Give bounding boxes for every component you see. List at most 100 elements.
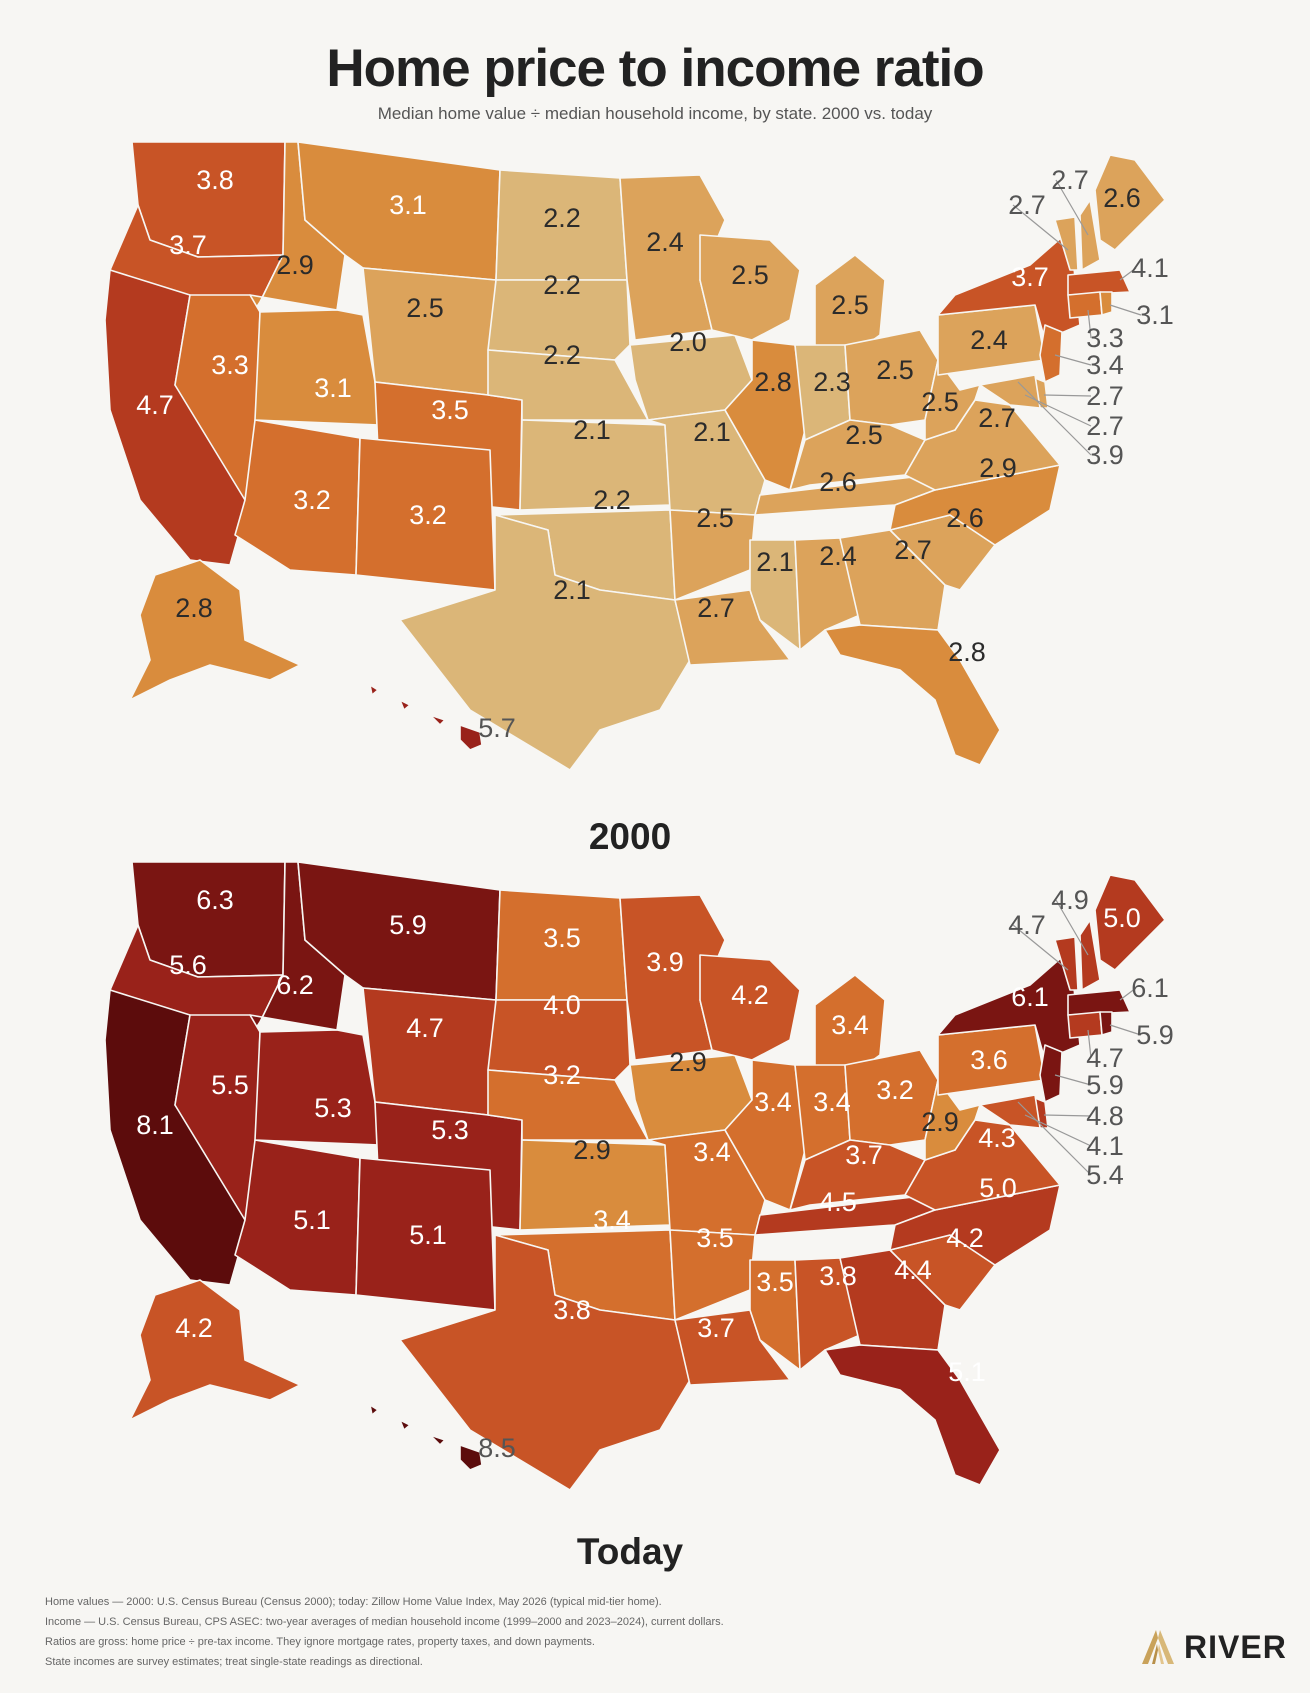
map-2000-label: 2000 (588, 816, 672, 857)
map-2000-value-fl: 2.8 (948, 637, 986, 667)
map-2000-value-me: 2.6 (1103, 183, 1141, 213)
map-2000-state-ga (839, 529, 946, 631)
map-2000-value-ks: 2.1 (573, 415, 611, 445)
map-today-value-wa: 6.3 (196, 885, 234, 915)
map-today-value-ri: 5.9 (1136, 1020, 1174, 1050)
map-2000-value-nh: 2.7 (1051, 165, 1089, 195)
map-today-value-il: 3.4 (754, 1087, 792, 1117)
map-today-value-ga: 4.4 (894, 1255, 932, 1285)
map-today-leader-dc (1017, 1101, 1092, 1176)
map-2000-state-al (794, 537, 861, 651)
map-today-value-sd: 4.0 (543, 990, 581, 1020)
map-2000-value-ky: 2.5 (845, 420, 883, 450)
map-2000-value-mi: 2.5 (831, 290, 869, 320)
map-today-value-ut: 5.3 (314, 1093, 352, 1123)
map-today-state-ak (129, 1279, 301, 1421)
footnote-income: Income — U.S. Census Bureau, CPS ASEC: t… (45, 1616, 724, 1628)
map-2000-value-al: 2.4 (819, 541, 857, 571)
map-2000-state-ct (1067, 291, 1103, 319)
map-today: 6.35.68.16.25.55.94.75.35.35.1 5.13.54.03… (104, 861, 1174, 1491)
map-today-value-vt: 4.7 (1008, 910, 1046, 940)
footnote-home-values: Home values — 2000: U.S. Census Bureau (… (45, 1596, 662, 1608)
map-today-value-ct: 4.7 (1086, 1043, 1124, 1073)
map-2000-value-wa: 3.8 (196, 165, 234, 195)
map-2000-leader-ma (1119, 267, 1137, 281)
map-2000-value-md: 2.7 (1086, 411, 1124, 441)
map-today-value-nc: 5.0 (979, 1173, 1017, 1203)
map-today-leader-ma (1119, 987, 1137, 1001)
map-today-value-ky: 3.7 (845, 1140, 883, 1170)
map-2000-value-ar: 2.5 (696, 503, 734, 533)
map-2000-state-ms (749, 539, 801, 651)
map-2000-state-wa (131, 141, 286, 258)
map-2000-value-nj: 3.4 (1086, 350, 1124, 380)
map-today-value-dc: 5.4 (1086, 1160, 1124, 1190)
map-today-state-fl (824, 1344, 1001, 1486)
map-2000-value-sd: 2.2 (543, 270, 581, 300)
map-2000-state-hi (369, 684, 483, 751)
map-today-leader-nh (1055, 899, 1089, 956)
map-today-value-nd: 3.5 (543, 923, 581, 953)
map-2000-value-wy: 2.5 (406, 293, 444, 323)
map-today-value-tn: 4.5 (819, 1187, 857, 1217)
map-2000-leader-ri (1109, 304, 1142, 316)
map-today-value-tx: 3.8 (553, 1295, 591, 1325)
map-today-leader-de (1043, 1114, 1092, 1117)
map-today-value-or: 5.6 (169, 950, 207, 980)
map-2000-value-mt: 3.1 (389, 190, 427, 220)
map-2000-value-de: 2.7 (1086, 381, 1124, 411)
map-2000-leader-de (1043, 394, 1092, 397)
map-2000-value-la: 2.7 (697, 593, 735, 623)
map-2000-value-ok: 2.2 (593, 485, 631, 515)
map-today-value-mn: 3.9 (646, 947, 684, 977)
map-2000-state-ma (1067, 269, 1131, 296)
map-today-state-vt (1054, 936, 1079, 991)
map-today-value-ms: 3.5 (756, 1267, 794, 1297)
map-today-value-ks: 2.9 (573, 1135, 611, 1165)
map-2000-state-ky (789, 419, 926, 491)
map-today-state-wy (362, 987, 497, 1116)
map-2000-value-id: 2.9 (276, 250, 314, 280)
map-today-value-wv: 2.9 (921, 1107, 959, 1137)
map-today-value-al: 3.8 (819, 1261, 857, 1291)
map-2000-value-nd: 2.2 (543, 203, 581, 233)
map-2000-value-ca: 4.7 (136, 390, 174, 420)
map-2000-state-fl (824, 624, 1001, 766)
map-2000-value-il: 2.8 (754, 367, 792, 397)
map-today-value-ok: 3.4 (593, 1205, 631, 1235)
footnote-survey: State incomes are survey estimates; trea… (45, 1656, 423, 1668)
map-today-value-la: 3.7 (697, 1313, 735, 1343)
map-today-state-nj (1039, 1044, 1063, 1103)
map-today-state-nh (1079, 919, 1101, 991)
map-today-value-id: 6.2 (276, 970, 314, 1000)
map-today-state-me (1094, 874, 1166, 971)
map-today-value-mo: 3.4 (693, 1137, 731, 1167)
map-2000-value-nv: 3.3 (211, 350, 249, 380)
map-today-value-sc: 4.2 (946, 1223, 984, 1253)
map-today-leader-nj (1054, 1074, 1092, 1086)
map-2000-state-nh (1079, 199, 1101, 271)
map-2000-value-sc: 2.6 (946, 503, 984, 533)
map-today-value-mt: 5.9 (389, 910, 427, 940)
map-2000-value-ut: 3.1 (314, 373, 352, 403)
map-today-state-wa (131, 861, 286, 978)
map-today-state-ri (1099, 1011, 1113, 1036)
map-2000-leader-nj (1054, 354, 1092, 366)
map-2000-state-md (979, 374, 1041, 409)
map-today-state-hi (369, 1404, 483, 1471)
footnotes: Home values — 2000: U.S. Census Bureau (… (45, 1592, 995, 1672)
river-logo: RIVER (1140, 1627, 1287, 1667)
map-2000-value-ga: 2.7 (894, 535, 932, 565)
map-today-value-pa: 3.6 (970, 1045, 1008, 1075)
map-today-value-mi: 3.4 (831, 1010, 869, 1040)
map-today-value-hi: 8.5 (478, 1433, 516, 1463)
map-2000-value-ne: 2.2 (543, 340, 581, 370)
map-2000-value-dc: 3.9 (1086, 440, 1124, 470)
map-today-value-md: 4.1 (1086, 1131, 1124, 1161)
map-2000-value-ny: 3.7 (1011, 262, 1049, 292)
map-2000-value-az: 3.2 (293, 485, 331, 515)
map-2000-state-nj (1039, 324, 1063, 383)
map-2000-value-ms: 2.1 (756, 547, 794, 577)
map-today-state-ut (254, 1029, 381, 1146)
map-2000-value-nc: 2.9 (979, 453, 1017, 483)
